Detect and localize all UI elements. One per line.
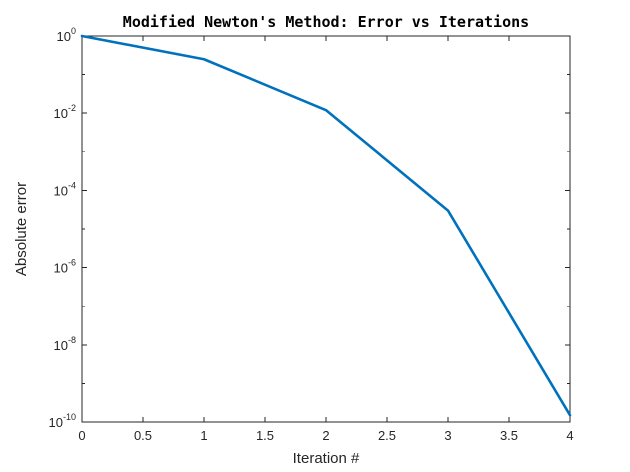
x-tick-label: 0.5 xyxy=(134,428,152,443)
x-tick-label: 4 xyxy=(566,428,573,443)
axes-box xyxy=(81,35,571,423)
y-axis: 100 10-2 10-4 10-6 10-8 10-10 xyxy=(49,26,570,430)
x-tick-label: 1.5 xyxy=(256,428,274,443)
y-tick-label: 10-8 xyxy=(54,335,76,353)
y-axis-label: Absolute error xyxy=(13,182,30,276)
y-tick-label: 10-6 xyxy=(54,258,76,276)
y-tick-label: 10-2 xyxy=(54,103,76,121)
x-axis: 0 0.5 1 1.5 2 2.5 3 3.5 4 xyxy=(78,36,574,443)
series-group xyxy=(80,34,572,417)
x-tick-label: 3 xyxy=(444,428,451,443)
y-tick-label: 10-4 xyxy=(54,180,76,198)
x-axis-label: Iteration # xyxy=(293,450,360,467)
x-tick-label: 3.5 xyxy=(500,428,518,443)
x-tick-label: 2 xyxy=(322,428,329,443)
x-tick-label: 2.5 xyxy=(378,428,396,443)
y-tick-label: 100 xyxy=(57,26,76,44)
plot-area: 0 0.5 1 1.5 2 2.5 3 3.5 4 100 10-2 10-4 10-6 10-8 10-… xyxy=(49,26,574,443)
x-tick-label: 0 xyxy=(78,428,85,443)
series-line xyxy=(80,34,572,417)
x-tick-label: 1 xyxy=(200,428,207,443)
y-tick-label: 10-10 xyxy=(49,412,76,430)
chart-title: Modified Newton's Method: Error vs Itera… xyxy=(123,13,529,31)
